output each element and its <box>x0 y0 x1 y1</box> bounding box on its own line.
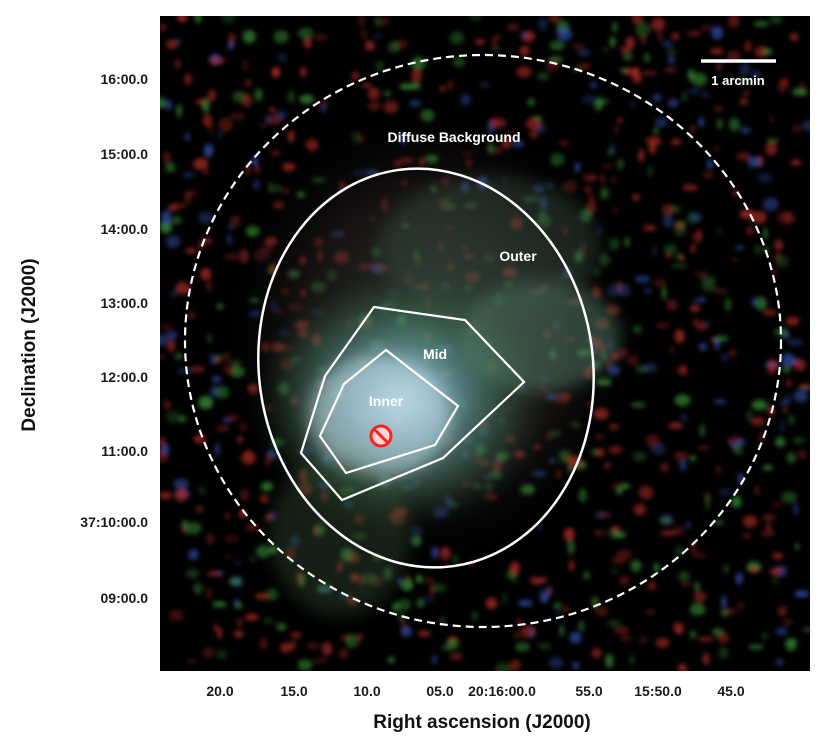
nebula-core <box>250 176 620 616</box>
diffuse-background-region <box>183 53 783 629</box>
dec-tick-label: 11:00.0 <box>101 443 148 459</box>
diffuse-background-label: Diffuse Background <box>387 129 520 145</box>
scale-bar-label: 1 arcmin <box>711 73 765 88</box>
outer-label: Outer <box>499 248 537 264</box>
dec-tick-label: 09:00.0 <box>100 590 148 606</box>
dec-tick-label: 15:00.0 <box>100 146 148 162</box>
mid-label: Mid <box>423 346 447 362</box>
mid-region <box>299 305 526 502</box>
ra-tick-label: 20:16:00.0 <box>468 683 536 699</box>
ra-tick-label: 55.0 <box>575 683 603 699</box>
y-axis-label: Declination (J2000) <box>19 258 40 432</box>
dec-tick-label: 37:10:00.0 <box>80 514 148 530</box>
ra-tick-label: 15:50.0 <box>634 683 682 699</box>
x-axis-label: Right ascension (J2000) <box>373 712 591 733</box>
dec-tick-label: 16:00.0 <box>100 71 148 87</box>
dec-tick-label: 12:00.0 <box>100 369 148 385</box>
ra-tick-label: 20.0 <box>206 683 234 699</box>
ra-tick-label: 45.0 <box>717 683 745 699</box>
xray-image: 1 arcmin Diffuse Background Outer Mid In… <box>153 10 817 676</box>
circle-slash-icon <box>369 424 393 448</box>
image-panel: 1 arcmin Diffuse Background Outer Mid In… <box>153 10 817 676</box>
inner-region <box>318 348 460 475</box>
inner-label: Inner <box>369 393 404 409</box>
ra-tick-label: 05.0 <box>426 683 454 699</box>
dec-tick-label: 13:00.0 <box>100 295 148 311</box>
ra-tick-label: 10.0 <box>353 683 381 699</box>
ra-tick-label: 15.0 <box>280 683 308 699</box>
dec-tick-label: 14:00.0 <box>100 221 148 237</box>
outer-region <box>257 167 595 569</box>
